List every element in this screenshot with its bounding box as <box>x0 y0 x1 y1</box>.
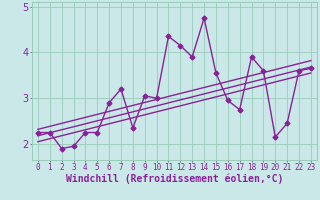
X-axis label: Windchill (Refroidissement éolien,°C): Windchill (Refroidissement éolien,°C) <box>66 174 283 184</box>
